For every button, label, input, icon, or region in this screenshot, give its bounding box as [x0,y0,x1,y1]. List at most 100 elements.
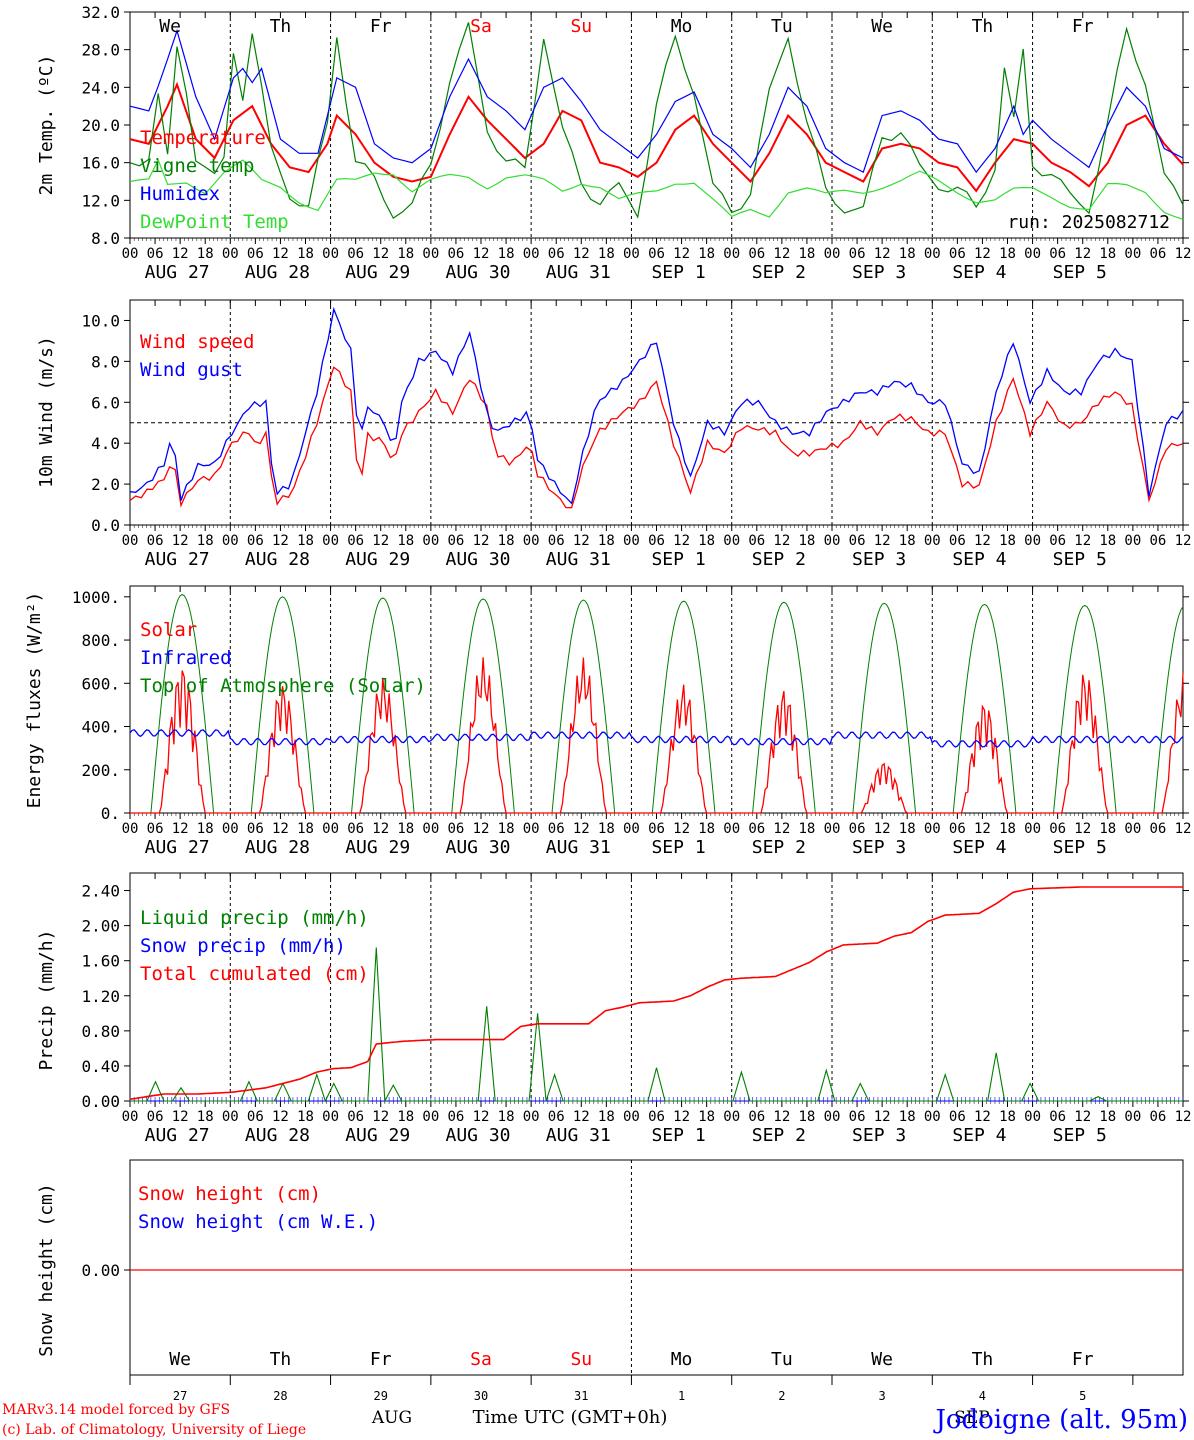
date-label: SEP 5 [1053,262,1107,283]
hour-tick-label: 06 [1149,1109,1166,1125]
hour-tick-label: 18 [498,1109,515,1125]
date-label: AUG 29 [345,837,410,858]
legend-entry: Solar [140,619,197,641]
legend-entry: Wind gust [140,359,243,381]
hour-tick-label: 06 [1149,533,1166,549]
hour-tick-label: 12 [1074,821,1091,837]
hour-tick-label: 12 [473,821,490,837]
hour-tick-label: 00 [1124,533,1141,549]
day-of-week-label: We [871,16,893,37]
hour-tick-label: 00 [623,533,640,549]
hour-tick-label: 12 [1175,246,1192,262]
date-label: SEP 1 [651,262,705,283]
hour-tick-label: 12 [573,1109,590,1125]
hour-tick-label: 06 [447,246,464,262]
hour-tick-label: 00 [222,533,239,549]
hour-tick-label: 18 [899,533,916,549]
hour-tick-label: 00 [222,1109,239,1125]
hour-tick-label: 18 [899,246,916,262]
series-line-dewpoint-temp [129,158,1184,220]
hour-tick-label: 00 [322,1109,339,1125]
day-number-label: 30 [474,1389,488,1403]
hour-tick-label: 00 [824,533,841,549]
hour-tick-label: 12 [773,533,790,549]
date-label: AUG 31 [546,837,611,858]
hour-tick-label: 00 [723,1109,740,1125]
hour-tick-label: 18 [197,821,214,837]
hour-tick-label: 00 [222,246,239,262]
hour-tick-label: 00 [924,533,941,549]
legend-entry: DewPoint Temp [140,211,289,233]
y-axis-label: Snow height (cm) [36,1183,57,1356]
y-tick-label: 1000. [72,588,120,607]
hour-tick-label: 06 [347,1109,364,1125]
hour-tick-label: 12 [874,1109,891,1125]
day-of-week-label: Fr [370,16,392,37]
hour-tick-label: 18 [698,533,715,549]
hour-tick-label: 18 [1099,533,1116,549]
hour-tick-label: 00 [422,246,439,262]
hour-tick-label: 06 [1049,246,1066,262]
month-label-sep: SEP [954,1408,990,1428]
day-number-label: 28 [273,1389,287,1403]
series-line-wind-speed [129,366,1184,509]
hour-tick-label: 06 [147,246,164,262]
hour-tick-label: 18 [498,533,515,549]
hour-tick-label: 18 [197,246,214,262]
hour-tick-label: 00 [723,821,740,837]
hour-tick-label: 06 [447,533,464,549]
day-of-week-label: Th [270,1349,292,1370]
hour-tick-label: 18 [1099,821,1116,837]
y-tick-label: 2.00 [81,917,120,936]
day-of-week-label: Mo [671,1349,693,1370]
hour-tick-label: 12 [172,246,189,262]
day-of-week-label: Tu [771,1349,793,1370]
hour-tick-label: 18 [899,821,916,837]
hour-tick-label: 00 [1124,821,1141,837]
hour-tick-label: 12 [673,1109,690,1125]
hour-tick-label: 06 [648,533,665,549]
day-of-week-label: Th [972,1349,994,1370]
hour-tick-label: 18 [999,246,1016,262]
date-label: SEP 3 [852,1125,906,1146]
hour-tick-label: 06 [648,1109,665,1125]
hour-tick-label: 12 [372,246,389,262]
legend-entry: Temperature [140,127,266,149]
day-of-week-label: Fr [1072,16,1094,37]
hour-tick-label: 06 [548,821,565,837]
hour-tick-label: 12 [1175,821,1192,837]
hour-tick-label: 06 [1149,246,1166,262]
day-of-week-label: Sa [470,16,492,37]
hour-tick-label: 00 [924,246,941,262]
hour-tick-label: 12 [272,1109,289,1125]
legend-entry: Total cumulated (cm) [140,963,369,985]
hour-tick-label: 06 [147,821,164,837]
hour-tick-label: 00 [723,246,740,262]
hour-tick-label: 06 [347,533,364,549]
y-tick-label: 2.0 [91,475,120,494]
hour-tick-label: 18 [999,533,1016,549]
series-line-liquid-precip [130,947,1183,1104]
hour-tick-label: 00 [322,821,339,837]
hour-tick-label: 00 [1024,533,1041,549]
legend-entry: Vigne temp [140,155,254,177]
day-number-label: 2 [778,1389,785,1403]
hour-tick-label: 06 [849,533,866,549]
hour-tick-label: 06 [648,821,665,837]
legend-entry: Infrared [140,647,232,669]
hour-tick-label: 00 [322,533,339,549]
date-label: AUG 29 [345,1125,410,1146]
hour-tick-label: 12 [974,1109,991,1125]
y-tick-label: 8.0 [91,352,120,371]
series-line-wind-gust [129,306,1184,505]
y-tick-label: 4.0 [91,434,120,453]
hour-tick-label: 00 [1024,246,1041,262]
date-label: AUG 29 [345,262,410,283]
hour-tick-label: 18 [297,533,314,549]
hour-tick-label: 00 [422,1109,439,1125]
date-label: SEP 4 [952,262,1006,283]
hour-tick-label: 00 [523,246,540,262]
hour-tick-label: 18 [397,821,414,837]
hour-tick-label: 12 [1175,533,1192,549]
